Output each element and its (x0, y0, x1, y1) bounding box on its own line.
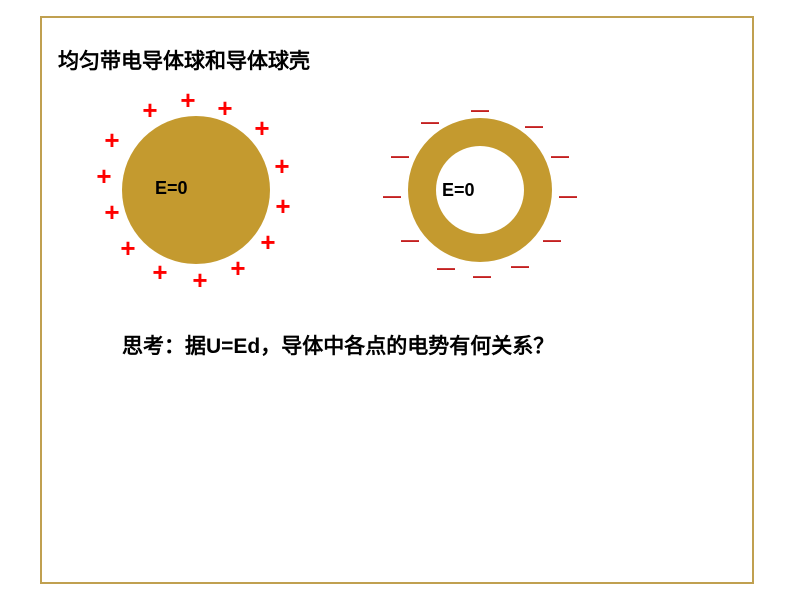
minus-charge: — (551, 147, 569, 165)
minus-charge: — (543, 231, 561, 249)
minus-charge: — (383, 187, 401, 205)
plus-charge: + (254, 115, 269, 141)
plus-charge: + (217, 95, 232, 121)
diagram-area: E=0 ++++++++++++++ E=0 ———————————— (0, 0, 794, 596)
question-text: 思考：据U=Ed，导体中各点的电势有何关系？ (122, 330, 554, 360)
minus-charge: — (525, 117, 543, 135)
plus-charge: + (120, 235, 135, 261)
minus-charge: — (401, 231, 419, 249)
solid-sphere (122, 116, 270, 264)
plus-charge: + (230, 255, 245, 281)
minus-charge: — (437, 259, 455, 277)
plus-charge: + (192, 267, 207, 293)
plus-charge: + (275, 193, 290, 219)
minus-charge: — (391, 147, 409, 165)
minus-charge: — (421, 113, 439, 131)
minus-charge: — (473, 267, 491, 285)
minus-charge: — (471, 101, 489, 119)
plus-charge: + (96, 163, 111, 189)
plus-charge: + (104, 199, 119, 225)
plus-charge: + (180, 87, 195, 113)
plus-charge: + (104, 127, 119, 153)
plus-charge: + (142, 97, 157, 123)
sphere-field-label: E=0 (155, 178, 188, 199)
plus-charge: + (274, 153, 289, 179)
minus-charge: — (559, 187, 577, 205)
minus-charge: — (511, 257, 529, 275)
plus-charge: + (152, 259, 167, 285)
plus-charge: + (260, 229, 275, 255)
shell-field-label: E=0 (442, 180, 475, 201)
